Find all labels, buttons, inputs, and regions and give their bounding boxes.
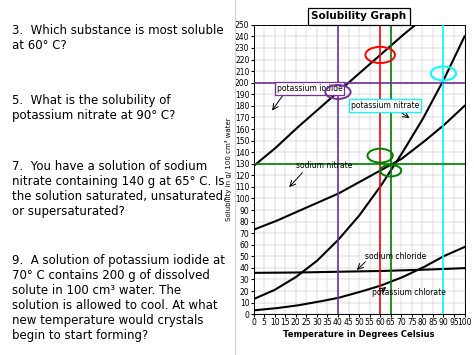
Y-axis label: Solubility in g/ 100 cm³ water: Solubility in g/ 100 cm³ water [225,118,232,221]
Text: potassium chlorate: potassium chlorate [372,288,446,296]
Title: Solubility Graph: Solubility Graph [311,11,407,21]
Text: 5.  What is the solubility of
potassium nitrate at 90° C?: 5. What is the solubility of potassium n… [11,94,175,122]
Text: potassium iodide: potassium iodide [277,84,343,93]
Text: potassium nitrate: potassium nitrate [351,101,419,110]
Text: 7.  You have a solution of sodium
nitrate containing 140 g at 65° C. Is
the solu: 7. You have a solution of sodium nitrate… [11,160,227,218]
Text: sodium chloride: sodium chloride [365,252,427,261]
Text: sodium nitrate: sodium nitrate [296,162,352,170]
X-axis label: Temperature in Degrees Celsius: Temperature in Degrees Celsius [283,330,435,339]
Text: 9.  A solution of potassium iodide at
70° C contains 200 g of dissolved
solute i: 9. A solution of potassium iodide at 70°… [11,254,225,342]
Text: 3.  Which substance is most soluble
at 60° C?: 3. Which substance is most soluble at 60… [11,24,223,53]
